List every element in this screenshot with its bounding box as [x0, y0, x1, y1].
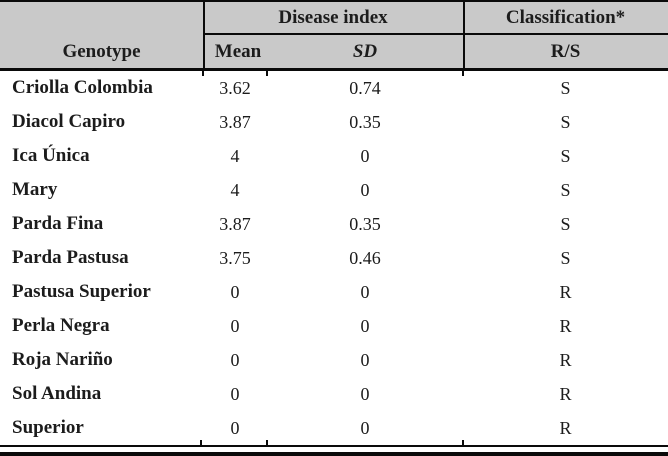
classification-cell: S — [560, 112, 571, 132]
mean-cell: 0 — [230, 282, 240, 302]
sd-cell: 0 — [360, 282, 370, 302]
header-mean: Mean — [214, 41, 262, 62]
header-vertical-rule-left — [203, 2, 205, 68]
table-row: Sol Andina 0 0 R — [0, 377, 668, 411]
classification-cell: R — [559, 418, 572, 438]
classification-cell: R — [559, 282, 572, 302]
border-nub — [200, 440, 202, 445]
mean-cell: 3.75 — [219, 248, 251, 268]
header-mid-rule — [203, 33, 668, 35]
genotype-cell: Superior — [12, 417, 84, 438]
mean-cell: 0 — [230, 350, 240, 370]
table-row: Criolla Colombia 3.62 0.74 S — [0, 71, 668, 105]
classification-cell: S — [560, 180, 571, 200]
table-row: Diacol Capiro 3.87 0.35 S — [0, 105, 668, 139]
sd-cell: 0.74 — [349, 78, 381, 98]
genotype-cell: Mary — [12, 179, 58, 200]
header-rs: R/S — [550, 41, 581, 62]
classification-cell: R — [559, 316, 572, 336]
table-row: Mary 4 0 S — [0, 173, 668, 207]
genotype-cell: Parda Fina — [12, 213, 104, 234]
header-genotype: Genotype — [62, 41, 141, 62]
table-row: Ica Única 4 0 S — [0, 139, 668, 173]
classification-cell: R — [559, 384, 572, 404]
header-bottom-rule — [0, 68, 668, 71]
bottom-rule-thick — [0, 452, 668, 456]
sd-cell: 0 — [360, 384, 370, 404]
genotype-cell: Sol Andina — [12, 383, 102, 404]
border-nub — [462, 71, 464, 76]
genotype-cell: Perla Negra — [12, 315, 110, 336]
table-body: Criolla Colombia 3.62 0.74 S Diacol Capi… — [0, 71, 668, 445]
bottom-rule-thin — [0, 445, 668, 447]
mean-cell: 3.62 — [219, 78, 251, 98]
classification-cell: S — [560, 78, 571, 98]
header-classification: Classification* — [505, 7, 626, 28]
header-vertical-rule-right — [463, 2, 465, 68]
table-row: Roja Nariño 0 0 R — [0, 343, 668, 377]
classification-cell: S — [560, 248, 571, 268]
mean-cell: 0 — [230, 418, 240, 438]
classification-cell: S — [560, 214, 571, 234]
genotype-cell: Criolla Colombia — [12, 77, 153, 98]
sd-cell: 0.46 — [349, 248, 381, 268]
mean-cell: 0 — [230, 316, 240, 336]
sd-cell: 0 — [360, 418, 370, 438]
table-row: Parda Fina 3.87 0.35 S — [0, 207, 668, 241]
sd-cell: 0.35 — [349, 112, 381, 132]
classification-cell: R — [559, 350, 572, 370]
table-row: Pastusa Superior 0 0 R — [0, 275, 668, 309]
header-disease-index: Disease index — [278, 7, 388, 28]
mean-cell: 0 — [230, 384, 240, 404]
mean-cell: 4 — [230, 180, 240, 200]
genotype-cell: Diacol Capiro — [12, 111, 126, 132]
sd-cell: 0 — [360, 350, 370, 370]
border-nub — [462, 440, 464, 445]
table-row: Parda Pastusa 3.75 0.46 S — [0, 241, 668, 275]
mean-cell: 3.87 — [219, 214, 251, 234]
classification-cell: S — [560, 146, 571, 166]
border-nub — [266, 440, 268, 445]
genotype-cell: Parda Pastusa — [12, 247, 129, 268]
genotype-cell: Roja Nariño — [12, 349, 113, 370]
genotype-cell: Pastusa Superior — [12, 281, 151, 302]
border-nub — [202, 71, 204, 76]
table-row: Superior 0 0 R — [0, 411, 668, 445]
border-nub — [266, 71, 268, 76]
sd-cell: 0 — [360, 180, 370, 200]
mean-cell: 3.87 — [219, 112, 251, 132]
sd-cell: 0 — [360, 146, 370, 166]
header-sd: SD — [352, 41, 378, 62]
genotype-cell: Ica Única — [12, 145, 90, 166]
sd-cell: 0 — [360, 316, 370, 336]
top-rule — [0, 0, 668, 2]
table-header — [0, 2, 668, 68]
mean-cell: 4 — [230, 146, 240, 166]
table-row: Perla Negra 0 0 R — [0, 309, 668, 343]
sd-cell: 0.35 — [349, 214, 381, 234]
